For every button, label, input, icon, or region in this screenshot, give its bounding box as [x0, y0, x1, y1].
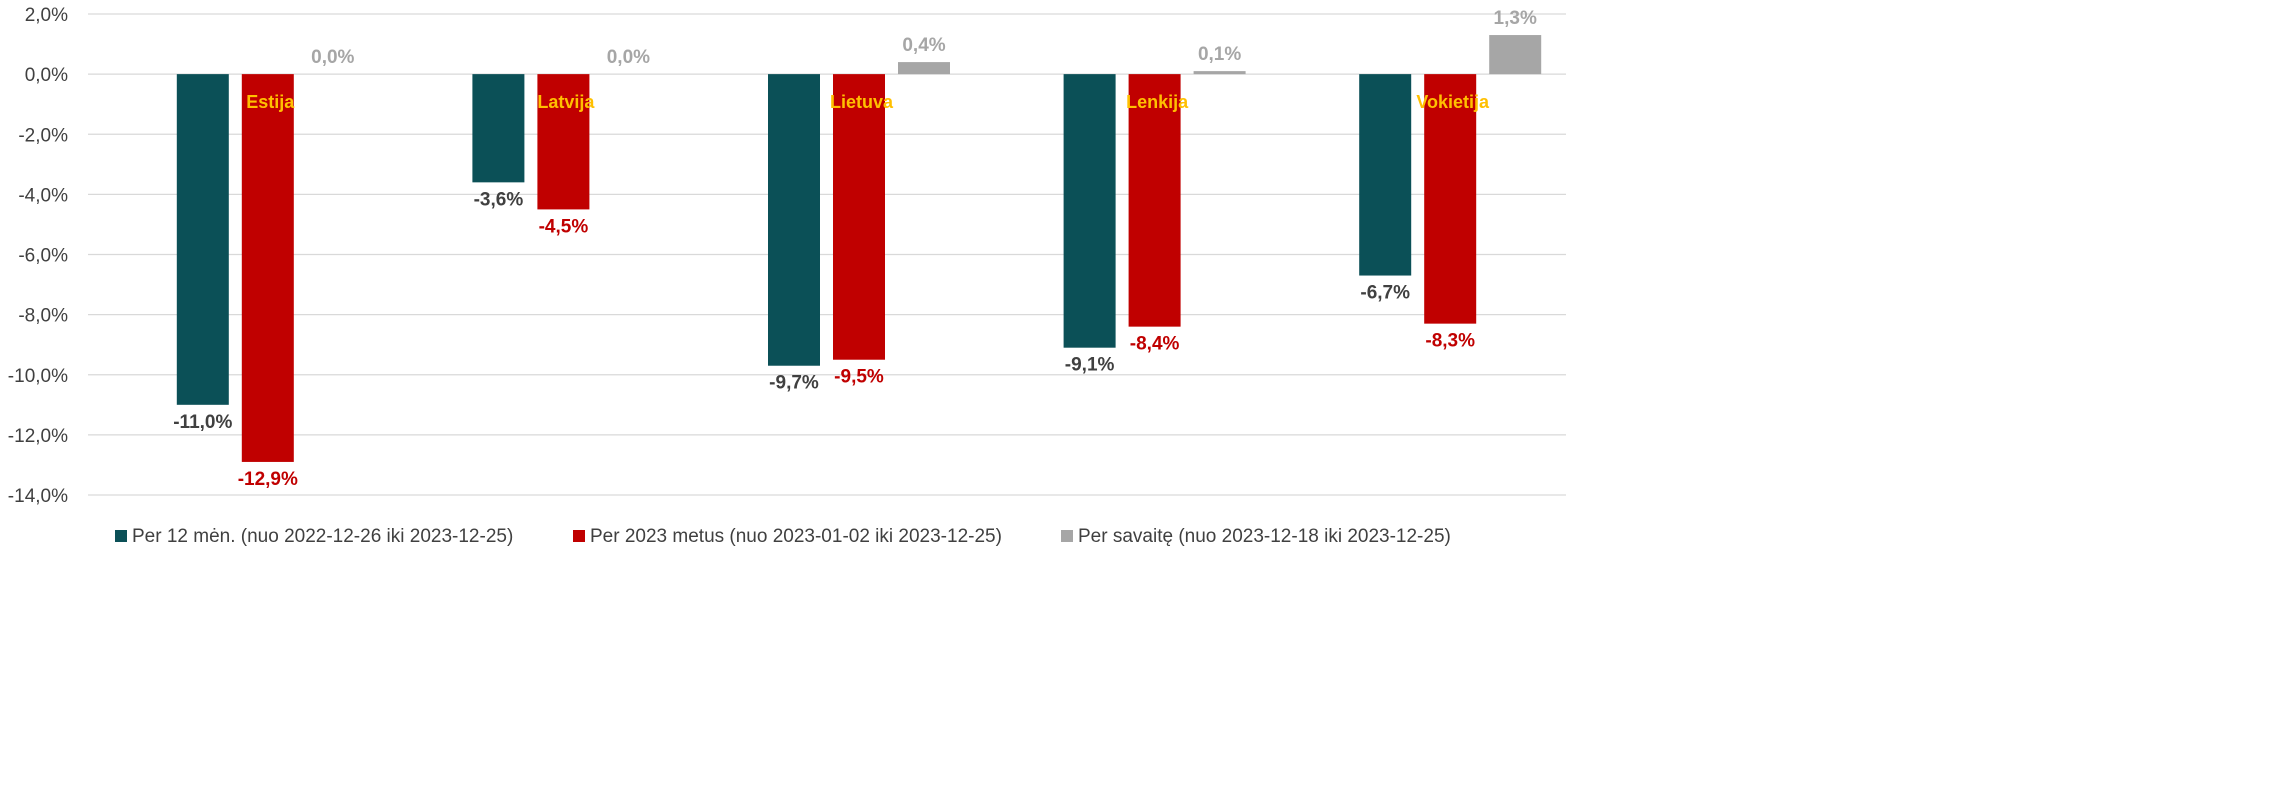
category-label: Vokietija: [1416, 92, 1490, 112]
bar: [472, 74, 525, 183]
data-label: -8,3%: [1425, 331, 1475, 352]
bar: [1063, 74, 1116, 348]
legend-entry-label: Per savaitę (nuo 2023-12-18 iki 2023-12-…: [1078, 526, 1451, 547]
data-label: -3,6%: [474, 189, 524, 210]
data-label: -9,1%: [1065, 355, 1115, 376]
bar: [241, 74, 294, 462]
bar: [1128, 74, 1181, 327]
y-tick-label: 2,0%: [25, 5, 68, 26]
data-label: -11,0%: [173, 412, 232, 433]
data-label: -12,9%: [238, 469, 298, 490]
category-labels: Estija Latvija Lietuva Lenkija Vokietija: [246, 92, 1490, 112]
data-label: -9,7%: [769, 373, 819, 394]
bar: [537, 74, 590, 210]
data-label: 1,3%: [1494, 8, 1537, 29]
category-label: Lenkija: [1126, 92, 1189, 112]
y-tick-label: -2,0%: [18, 125, 68, 146]
legend-entry-label: Per 12 mėn. (nuo 2022-12-26 iki 2023-12-…: [132, 526, 513, 547]
category-label: Estija: [246, 92, 295, 112]
bar: [1424, 74, 1477, 324]
data-label: 0,4%: [902, 35, 945, 56]
y-tick-label: 0,0%: [25, 65, 68, 86]
data-label: -8,4%: [1130, 334, 1180, 355]
bars: [176, 35, 1542, 462]
bar-chart: 2,0% 0,0% -2,0% -4,0% -6,0% -8,0% -10,0% -12,0%…: [8, 5, 1566, 547]
data-label: 0,0%: [607, 47, 650, 68]
y-tick-label: -12,0%: [8, 426, 68, 447]
bar: [1193, 71, 1246, 75]
bar: [176, 74, 229, 405]
bar: [1489, 35, 1542, 75]
legend-entry-label: Per 2023 metus (nuo 2023-01-02 iki 2023-…: [590, 526, 1002, 547]
data-label: -9,5%: [834, 367, 884, 388]
legend-swatch: [1061, 530, 1073, 542]
chart-container: 2,0% 0,0% -2,0% -4,0% -6,0% -8,0% -10,0% -12,0%…: [0, 0, 1568, 554]
data-label: 0,1%: [1198, 44, 1241, 65]
y-tick-label: -14,0%: [8, 486, 68, 507]
y-tick-label: -6,0%: [18, 246, 68, 267]
bar: [833, 74, 885, 360]
legend: Per 12 mėn. (nuo 2022-12-26 iki 2023-12-…: [115, 526, 1451, 547]
data-label: -4,5%: [539, 216, 589, 237]
data-label: 0,0%: [311, 47, 354, 68]
category-label: Latvija: [537, 92, 595, 112]
y-tick-label: -10,0%: [8, 366, 68, 387]
legend-swatch: [115, 530, 127, 542]
bar: [768, 74, 820, 366]
data-label: -6,7%: [1360, 283, 1410, 304]
y-axis-tick-labels: 2,0% 0,0% -2,0% -4,0% -6,0% -8,0% -10,0% -12,0%…: [8, 5, 68, 507]
y-tick-label: -8,0%: [18, 306, 68, 327]
gridlines: [88, 13, 1566, 496]
category-label: Lietuva: [830, 92, 894, 112]
bar: [898, 62, 950, 75]
data-labels: -11,0% -12,9% 0,0% -3,6% -4,5% 0,0% -9,7% -9,5%…: [173, 8, 1537, 490]
y-tick-label: -4,0%: [18, 185, 68, 206]
legend-swatch: [573, 530, 585, 542]
bar: [1359, 74, 1412, 276]
